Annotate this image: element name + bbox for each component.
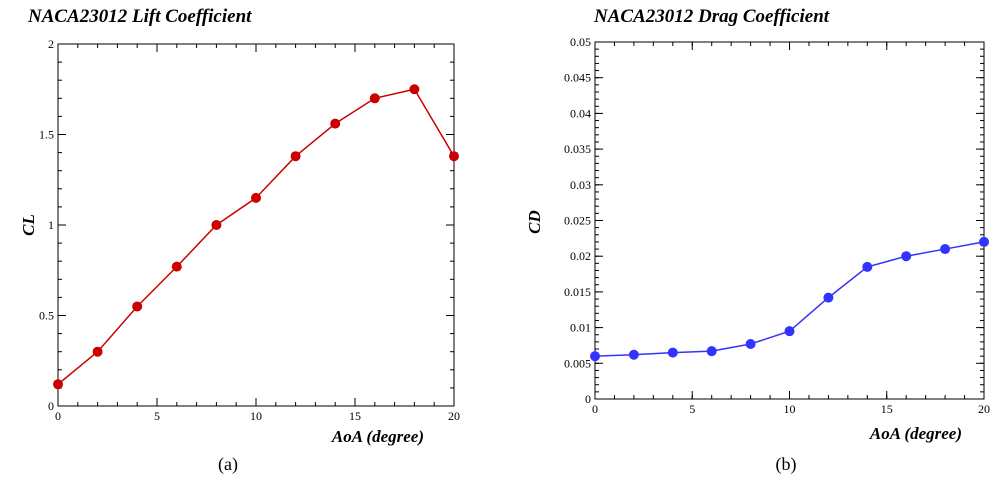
y-tick-label: 1	[48, 218, 54, 232]
data-point	[92, 346, 103, 357]
drag-coefficient-chart: NACA23012 Drag Coefficient 0 5 10 15 20 0 0.00…	[496, 0, 992, 479]
axis-ticks: 0 5 10 15 20 0 0.5 1 1.5 2	[39, 37, 460, 423]
data-point	[628, 349, 639, 360]
data-series	[53, 84, 459, 390]
data-point	[745, 339, 756, 350]
y-tick-label: 0	[48, 399, 54, 413]
x-tick-label: 20	[448, 409, 460, 423]
y-axis-label: CL	[19, 214, 38, 236]
y-tick-label: 0.035	[564, 142, 591, 156]
y-tick-label: 2	[48, 37, 54, 51]
y-axis-label: CD	[525, 210, 544, 234]
data-point	[53, 379, 63, 390]
data-point	[590, 351, 600, 362]
lift-chart-svg: NACA23012 Lift Coefficient 0 5 10 15 20 0 0.5 1…	[19, 6, 460, 475]
y-tick-label: 0.05	[570, 35, 591, 49]
y-tick-label: 0.03	[570, 178, 591, 192]
lift-coefficient-chart: NACA23012 Lift Coefficient 0 5 10 15 20 0 0.5 1…	[19, 6, 460, 475]
x-tick-label: 5	[689, 402, 695, 416]
x-tick-label: 0	[55, 409, 61, 423]
plot-frame	[594, 41, 985, 400]
data-point	[823, 292, 834, 303]
data-point	[211, 220, 222, 230]
x-tick-label: 0	[592, 402, 598, 416]
data-point	[901, 251, 912, 262]
data-point	[132, 301, 143, 312]
plot-frame	[57, 43, 455, 407]
data-point	[409, 84, 420, 95]
chart-title: NACA23012 Drag Coefficient	[593, 6, 830, 27]
y-tick-label: 0.015	[564, 285, 591, 299]
x-tick-label: 5	[154, 409, 160, 423]
y-tick-label: 0.01	[570, 321, 591, 335]
y-tick-label: 1.5	[39, 128, 54, 142]
y-tick-label: 0.025	[564, 214, 591, 228]
data-point	[330, 118, 341, 129]
y-tick-label: 0.5	[39, 309, 54, 323]
figure-caption: (b)	[776, 454, 797, 475]
y-tick-label: 0	[585, 392, 591, 406]
data-point	[979, 236, 989, 247]
data-point	[667, 347, 678, 358]
y-tick-label: 0.02	[570, 249, 591, 263]
data-point	[706, 346, 717, 357]
data-point	[171, 261, 182, 272]
x-tick-label: 20	[978, 402, 990, 416]
y-tick-label: 0.005	[564, 356, 591, 370]
data-point	[251, 192, 261, 203]
series-line	[57, 88, 455, 385]
x-axis-label: AoA (degree)	[331, 427, 424, 446]
series-line	[594, 241, 985, 357]
y-tick-label: 0.04	[570, 106, 591, 120]
data-point	[449, 151, 459, 162]
x-tick-label: 15	[349, 409, 361, 423]
figure-caption: (a)	[218, 454, 238, 475]
x-axis-label: AoA (degree)	[869, 424, 962, 443]
data-point	[940, 244, 951, 255]
axis-ticks: 0 5 10 15 20 0 0.005 0.01 0.015 0.02 0.025 0.03 0.03…	[564, 35, 990, 416]
x-tick-label: 15	[881, 402, 893, 416]
data-point	[862, 261, 873, 272]
data-point	[290, 151, 301, 162]
x-tick-label: 10	[784, 402, 796, 416]
x-tick-label: 10	[250, 409, 262, 423]
data-series	[590, 236, 989, 362]
chart-title: NACA23012 Lift Coefficient	[27, 6, 252, 27]
y-tick-label: 0.045	[564, 71, 591, 85]
drag-chart-svg: NACA23012 Drag Coefficient 0 5 10 15 20 0 0.00…	[525, 6, 990, 475]
data-point	[784, 326, 795, 337]
data-point	[369, 93, 380, 104]
